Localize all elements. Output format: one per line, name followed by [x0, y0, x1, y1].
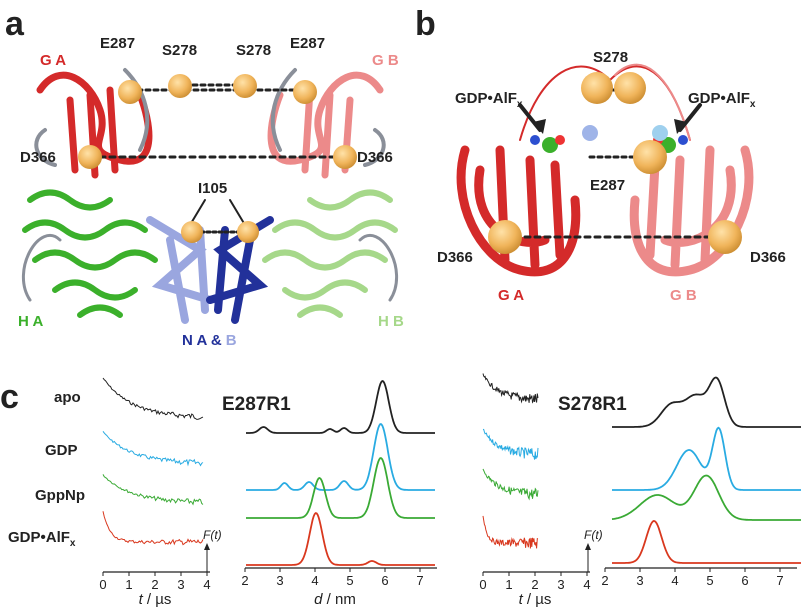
group-label: G A: [498, 287, 524, 304]
site-label: S278R1: [558, 394, 627, 415]
ligand-label: GDP•AlFx: [688, 90, 756, 110]
panel-label: b: [415, 5, 436, 43]
residue-label: I105: [198, 180, 227, 197]
tick-label: 5: [346, 573, 353, 588]
axis-label: t / µs: [519, 591, 552, 608]
residue-label: S278: [162, 42, 197, 59]
ft-arrowhead: [204, 543, 210, 550]
group-label: G B: [372, 52, 399, 69]
residue-label: S278: [236, 42, 271, 59]
tick-label: 2: [601, 573, 608, 588]
state-label: apo: [54, 389, 81, 406]
trace: [102, 474, 204, 506]
ft-arrowhead: [585, 543, 591, 550]
distribution: [612, 376, 801, 428]
tick-label: 1: [125, 577, 132, 592]
ft-label: F(t): [203, 528, 222, 542]
trace: [482, 428, 539, 460]
tick-label: 3: [557, 577, 564, 592]
ligand-subscript: x: [517, 99, 523, 110]
tick-label: 4: [583, 577, 590, 592]
tick-label: 1: [505, 577, 512, 592]
residue-label: S278: [593, 49, 628, 66]
axis-variable: t: [139, 591, 144, 608]
structure-b: [456, 63, 754, 277]
state-label: GDP•AlF: [8, 529, 70, 546]
ft-label: F(t): [584, 528, 603, 542]
tick-label: 7: [416, 573, 423, 588]
trace: [482, 373, 539, 404]
residue-label: D366: [437, 249, 473, 266]
domain-label: N A &: [182, 332, 222, 349]
panel-label: c: [0, 378, 19, 416]
distribution: [246, 379, 435, 434]
tick-label: 6: [741, 573, 748, 588]
tick-label: 4: [203, 577, 210, 592]
trace: [102, 511, 204, 546]
domain-label: H A: [18, 313, 43, 330]
distribution: [246, 423, 435, 491]
ligand-label: GDP•AlFx: [455, 90, 523, 110]
trace: [102, 377, 204, 420]
domain-label: H B: [378, 313, 404, 330]
distribution: [612, 426, 801, 491]
ligand-subscript: x: [750, 99, 756, 110]
trace: [482, 515, 539, 549]
tick-label: 4: [671, 573, 678, 588]
state-label: GDP: [45, 442, 78, 459]
axis-label: t / µs: [139, 591, 172, 608]
axis-unit: / nm: [323, 591, 356, 608]
state-subscript: x: [70, 538, 76, 549]
tick-label: 3: [177, 577, 184, 592]
tick-label: 7: [776, 573, 783, 588]
axis-variable: t: [519, 591, 524, 608]
structure-a: [21, 68, 399, 324]
tick-label: 2: [531, 577, 538, 592]
site-label: E287R1: [222, 394, 291, 415]
tick-label: 0: [99, 577, 106, 592]
group-label: G A: [40, 52, 66, 69]
domain-label: N A & B: [182, 332, 237, 349]
residue-label: E287: [100, 35, 135, 52]
axis-label: d / nm: [314, 591, 356, 608]
deer-plots: 0 1 2 3 4 0 1 2 3 42 3 4 5 6 7 2 3 4 5 6 7t / µs t / µsd / nm…: [99, 373, 801, 608]
residue-label: D366: [20, 149, 56, 166]
group-label: G B: [670, 287, 697, 304]
distribution: [246, 512, 435, 566]
tick-label: 4: [311, 573, 318, 588]
axis-unit: / µs: [143, 591, 172, 608]
distribution: [612, 520, 801, 564]
distribution: [246, 457, 435, 519]
axis-variable: d: [314, 591, 323, 608]
trace: [102, 431, 204, 467]
tick-label: 5: [706, 573, 713, 588]
state-label: GDP•AlFx: [8, 529, 76, 549]
tick-label: 2: [151, 577, 158, 592]
tick-label: 3: [636, 573, 643, 588]
ligand-label: GDP•AlF: [455, 90, 517, 107]
distribution: [611, 474, 801, 521]
residue-label: E287: [590, 177, 625, 194]
tick-label: 3: [276, 573, 283, 588]
panel-label: a: [5, 5, 25, 43]
ligand-label: GDP•AlF: [688, 90, 750, 107]
tick-label: 0: [479, 577, 486, 592]
tick-label: 6: [381, 573, 388, 588]
residue-label: D366: [750, 249, 786, 266]
state-label: GppNp: [35, 487, 85, 504]
tick-label: 2: [241, 573, 248, 588]
axis-unit: / µs: [523, 591, 552, 608]
residue-label: D366: [357, 149, 393, 166]
residue-label: E287: [290, 35, 325, 52]
trace: [482, 468, 539, 501]
domain-label: B: [226, 332, 237, 349]
